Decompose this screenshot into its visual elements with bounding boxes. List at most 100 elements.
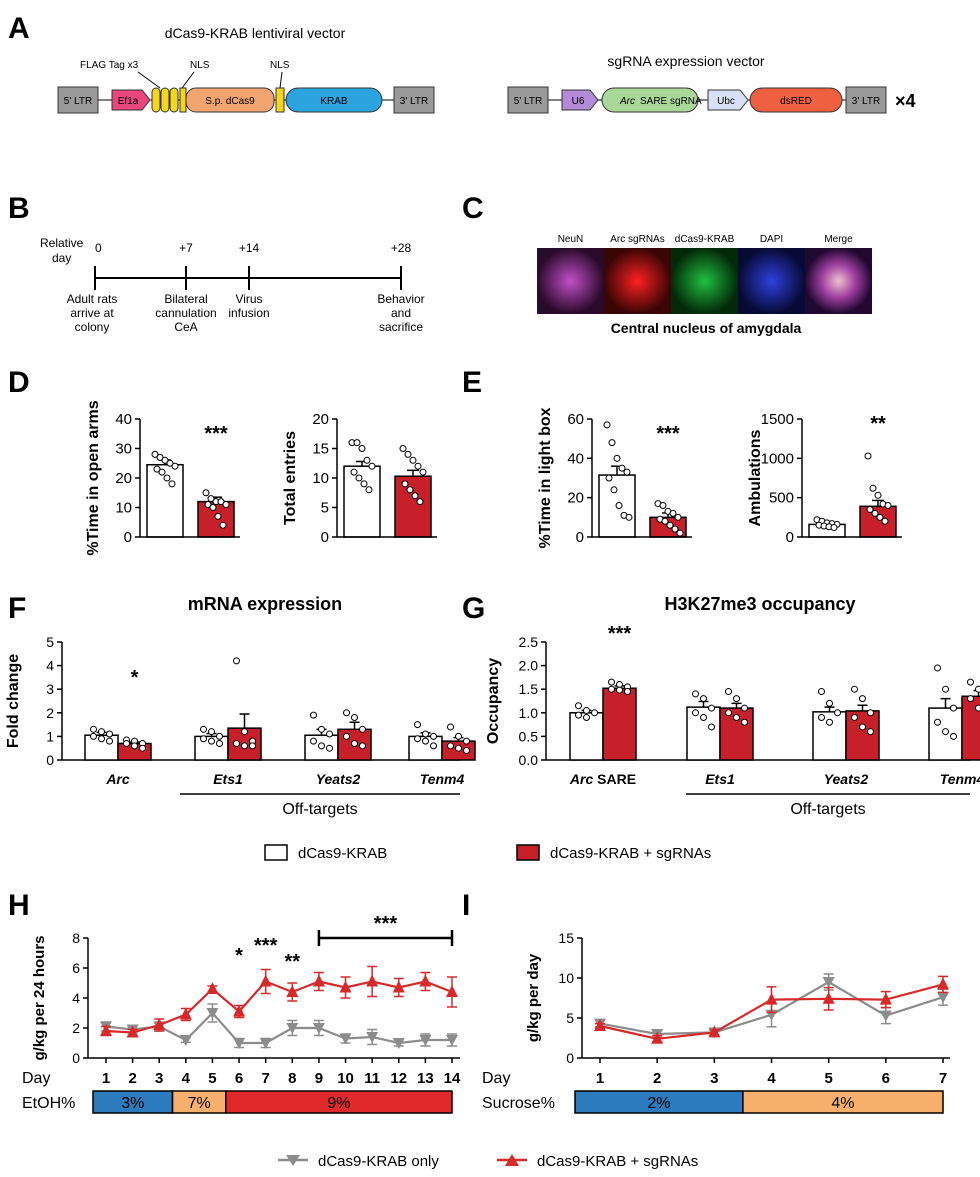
- y-axis-label: Fold change: [5, 654, 22, 748]
- data-point: [851, 685, 858, 693]
- micrograph-panel: [604, 248, 671, 314]
- data-point: [867, 709, 874, 717]
- nls-box-2: [275, 87, 285, 113]
- channel-label: DAPI: [760, 234, 783, 245]
- treated-marker: [765, 992, 778, 1005]
- ubc-promoter: [707, 89, 749, 111]
- control-marker: [366, 1032, 379, 1043]
- data-point: [661, 517, 669, 525]
- micrograph-panel: [671, 248, 738, 314]
- data-point: [659, 502, 667, 510]
- x-tick-label: 7: [939, 1070, 947, 1087]
- y-tick-label: 1.0: [519, 705, 539, 721]
- sgrna-vector-title: sgRNA expression vector: [607, 53, 765, 69]
- y-tick-label: 6: [72, 960, 80, 976]
- data-point: [209, 504, 217, 511]
- sgrna-box: [601, 87, 699, 113]
- data-point: [934, 718, 941, 726]
- data-point: [864, 452, 872, 460]
- x-axis-label: Day: [22, 1070, 50, 1087]
- data-point: [708, 704, 715, 712]
- data-point: [674, 513, 682, 521]
- y-tick-label: 0: [46, 752, 54, 768]
- data-point: [818, 688, 825, 696]
- sg-ltr3-label: 3' LTR: [852, 96, 880, 107]
- treated-marker: [153, 1018, 166, 1030]
- timeline-day-label: +28: [391, 241, 412, 255]
- data-point: [208, 737, 215, 745]
- data-point: [359, 725, 366, 733]
- dcas9-label: S.p. dCas9: [205, 96, 255, 107]
- x-tick-label: 1: [596, 1070, 604, 1087]
- treated-marker: [259, 974, 272, 987]
- data-point: [368, 462, 376, 470]
- y-tick-label: 60: [567, 411, 584, 428]
- y-tick-label: 20: [312, 411, 329, 428]
- y-tick-label: 1.5: [519, 681, 539, 697]
- data-point: [605, 474, 613, 482]
- x-tick-label: 14: [444, 1070, 461, 1087]
- data-point: [463, 747, 470, 755]
- timeline-event-label: cannulation: [155, 306, 216, 320]
- treated-marker: [233, 1004, 246, 1017]
- data-point: [98, 735, 105, 743]
- ef1a-label: Ef1a: [118, 96, 139, 107]
- treated-marker: [126, 1025, 139, 1038]
- treated-marker: [206, 982, 219, 994]
- y-tick-label: 2: [72, 1020, 80, 1036]
- x-category-label: Ets1: [705, 771, 735, 787]
- sare-sgrna-label: SARE sgRNA: [640, 96, 702, 107]
- control-marker: [233, 1038, 246, 1049]
- data-point: [414, 735, 421, 743]
- y-tick-label: 0: [566, 1050, 574, 1066]
- treated-marker: [286, 985, 299, 997]
- ef1a-promoter: [111, 89, 151, 111]
- data-point: [942, 685, 949, 693]
- x-category-label: Yeats2: [824, 771, 869, 787]
- x-category-label: Tenm4: [420, 771, 465, 787]
- data-point: [241, 728, 248, 736]
- y-tick-label: 40: [115, 411, 132, 428]
- data-point: [591, 709, 598, 717]
- treated-marker: [651, 1031, 664, 1044]
- data-point: [208, 728, 215, 736]
- data-point: [351, 739, 358, 747]
- y-tick-label: 20: [115, 470, 132, 487]
- control-marker: [286, 1023, 299, 1034]
- data-point: [608, 685, 615, 693]
- data-point: [168, 480, 176, 488]
- x-category-label: Tenm4: [940, 771, 980, 787]
- legend-label-control: dCas9-KRAB: [298, 845, 387, 862]
- panel-letter-d: D: [8, 366, 30, 399]
- x-tick-label: 8: [288, 1070, 296, 1087]
- micrograph-panel: [805, 248, 872, 314]
- data-point: [343, 709, 350, 717]
- data-point: [422, 737, 429, 745]
- data-point: [411, 492, 419, 500]
- data-point: [615, 502, 623, 510]
- timeline-day-label: +14: [239, 241, 260, 255]
- panel-letter-f: F: [8, 592, 26, 625]
- timeline-day-label: 0: [95, 241, 102, 255]
- timeline-event-label: Bilateral: [164, 292, 207, 306]
- y-tick-label: 0: [321, 529, 329, 546]
- x-tick-label: 12: [390, 1070, 407, 1087]
- concentration-band: [225, 1090, 453, 1114]
- x-tick-label: 3: [155, 1070, 163, 1087]
- data-point: [219, 521, 227, 529]
- data-point: [613, 454, 621, 462]
- data-point: [616, 686, 623, 694]
- data-point: [171, 462, 179, 470]
- data-point: [666, 521, 674, 529]
- data-point: [414, 462, 422, 470]
- data-point: [207, 495, 215, 503]
- off-target-label: Off-targets: [790, 801, 865, 818]
- treated-marker: [822, 991, 835, 1004]
- x-category-label: Ets1: [213, 771, 243, 787]
- significance-mark: ***: [254, 935, 278, 957]
- significance-mark: ***: [656, 423, 680, 445]
- y-tick-label: 0.0: [519, 752, 539, 768]
- data-point: [310, 737, 317, 745]
- flag-tags: [151, 87, 187, 113]
- sg-ltr5-box: [507, 86, 549, 114]
